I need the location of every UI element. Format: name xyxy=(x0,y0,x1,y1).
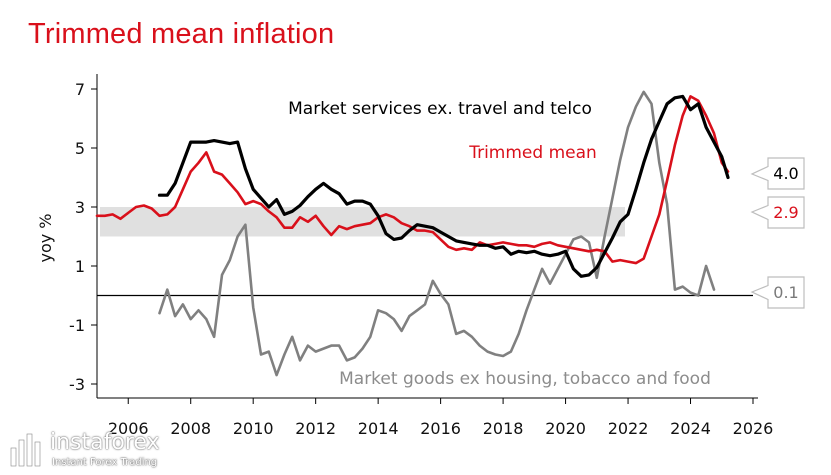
x-tick-label: 2012 xyxy=(295,419,336,438)
target-band xyxy=(100,207,625,237)
callout-value-1: 2.9 xyxy=(773,203,798,222)
x-tick-label: 2022 xyxy=(608,419,649,438)
callout-box-1 xyxy=(750,196,805,229)
series-label-1: Trimmed mean xyxy=(468,143,597,163)
y-tick-label: -1 xyxy=(69,316,85,335)
callout-value-2: 0.1 xyxy=(773,283,798,302)
callout-value-0: 4.0 xyxy=(773,164,798,183)
y-tick-label: 1 xyxy=(75,257,85,276)
x-tick-label: 2018 xyxy=(483,419,524,438)
callout-box-0 xyxy=(750,157,805,190)
chart-title: Trimmed mean inflation xyxy=(28,18,335,50)
y-tick-label: 7 xyxy=(75,80,85,99)
watermark-logo-icon xyxy=(10,433,41,467)
x-tick-label: 2026 xyxy=(733,419,774,438)
watermark-tagline: Instant Forex Trading xyxy=(52,457,158,468)
x-tick-label: 2006 xyxy=(108,419,149,438)
watermark-brand: instaforex xyxy=(50,430,160,455)
x-tick-label: 2010 xyxy=(233,419,274,438)
series-label-0: Market services ex. travel and telco xyxy=(288,99,592,119)
series-label-2: Market goods ex housing, tobacco and foo… xyxy=(339,369,711,389)
series-line-0 xyxy=(157,94,730,278)
y-axis-label: yoy % xyxy=(36,213,55,262)
callout-box-2 xyxy=(750,276,805,309)
watermark: instaforex Instant Forex Trading xyxy=(8,428,178,472)
x-tick-label: 2014 xyxy=(358,419,399,438)
series-line-1 xyxy=(95,95,730,265)
series-line-2 xyxy=(158,90,716,377)
x-tick-label: 2008 xyxy=(170,419,211,438)
y-tick-label: 3 xyxy=(75,198,85,217)
y-tick-label: -3 xyxy=(69,375,85,394)
y-tick-label: 5 xyxy=(75,139,85,158)
x-tick-label: 2020 xyxy=(545,419,586,438)
x-tick-label: 2024 xyxy=(670,419,711,438)
x-tick-label: 2016 xyxy=(420,419,461,438)
